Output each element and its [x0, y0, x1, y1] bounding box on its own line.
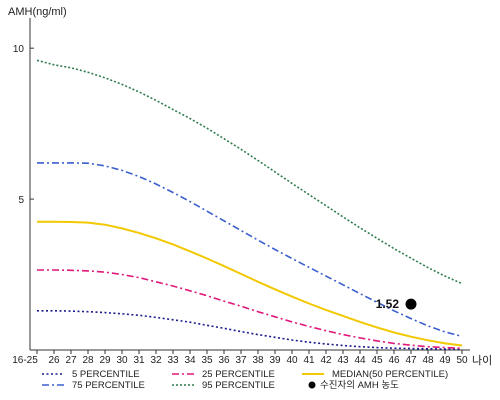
- patient-amh-value-label: 1.52: [376, 297, 400, 311]
- legend-label: 75 PERCENTILE: [72, 380, 145, 391]
- x-tick-label: 32: [150, 355, 162, 366]
- x-tick-label: 37: [235, 355, 247, 366]
- x-tick-label: 26: [48, 355, 60, 366]
- series-line: [37, 162, 463, 338]
- legend-point-swatch: [308, 381, 316, 389]
- x-axis-title: 나이: [472, 354, 492, 367]
- x-tick-label: 29: [99, 355, 111, 366]
- x-ticks: 16-25 26 27 28 29 30 31 32 33 34 35 36 37 38 39 40 41 42 4…: [12, 350, 468, 366]
- x-tick-label: 27: [65, 355, 77, 366]
- x-tick-label: 38: [252, 355, 264, 366]
- y-tick-label: 10: [13, 44, 25, 55]
- legend-label: 수진자의 AMH 농도: [320, 380, 399, 391]
- series-layer: [36, 59, 463, 350]
- x-tick-label: 30: [116, 355, 128, 366]
- legend-label: 95 PERCENTILE: [202, 380, 275, 391]
- x-tick-label: 28: [82, 355, 94, 366]
- legend-label: 5 PERCENTILE: [72, 369, 140, 380]
- y-axis-title: AMH(ng/ml): [8, 6, 67, 18]
- x-tick-label: 42: [320, 355, 332, 366]
- x-tick-label: 35: [201, 355, 213, 366]
- x-tick-label: 45: [371, 355, 383, 366]
- x-tick-label: 39: [269, 355, 281, 366]
- x-tick-label: 49: [439, 355, 451, 366]
- x-tick-label: 47: [405, 355, 417, 366]
- x-tick-label: 41: [303, 355, 315, 366]
- x-tick-label: 16-25: [12, 355, 38, 366]
- x-tick-label: 46: [388, 355, 400, 366]
- legend-label: 25 PERCENTILE: [202, 369, 275, 380]
- x-tick-label: 33: [167, 355, 179, 366]
- y-ticks: 5 10: [13, 44, 34, 206]
- legend-label: MEDIAN(50 PERCENTILE): [332, 369, 448, 380]
- x-tick-label: 40: [286, 355, 298, 366]
- x-tick-label: 36: [218, 355, 230, 366]
- x-tick-label: 34: [184, 355, 196, 366]
- series-line: [37, 269, 463, 349]
- x-tick-label: 50: [456, 355, 468, 366]
- x-tick-label: 43: [337, 355, 349, 366]
- series-line: [37, 310, 462, 350]
- y-tick-label: 5: [18, 195, 24, 206]
- x-tick-label: 44: [354, 355, 366, 366]
- patient-amh-point: [405, 298, 417, 310]
- highlight-layer: 1.52: [376, 297, 417, 311]
- series-line: [36, 59, 463, 285]
- x-tick-label: 48: [422, 355, 434, 366]
- x-tick-label: 31: [133, 355, 145, 366]
- series-line: [37, 220, 463, 347]
